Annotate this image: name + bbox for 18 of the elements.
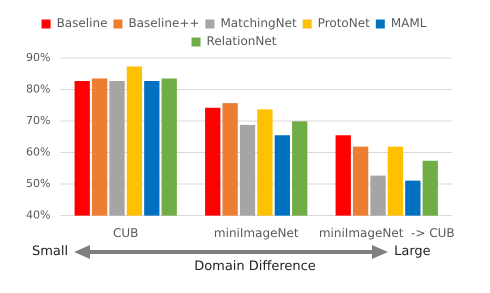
y-tick-label: 50% <box>26 176 50 190</box>
legend-label: Baseline <box>56 16 108 30</box>
text: Small <box>32 244 68 259</box>
x-tick-label: miniImageNet -> CUB <box>318 226 455 240</box>
y-tick-label: 40% <box>26 208 50 222</box>
x-tick-label: CUB <box>113 226 138 240</box>
x-tick-label: miniImageNet <box>214 226 299 240</box>
y-tick-label: 80% <box>26 82 50 96</box>
text: Large <box>394 244 431 259</box>
legend-label: RelationNet <box>206 34 277 48</box>
y-tick-label: 60% <box>26 145 50 158</box>
legend-label: ProtoNet <box>318 16 370 30</box>
y-tick-label: 90% <box>26 50 50 64</box>
y-tick-label: 70% <box>26 114 50 127</box>
legend-label: Baseline++ <box>128 16 200 30</box>
legend-label: MAML <box>390 16 427 30</box>
legend-label: MatchingNet <box>220 16 297 30</box>
x-axis-title: Domain Difference <box>193 259 317 274</box>
